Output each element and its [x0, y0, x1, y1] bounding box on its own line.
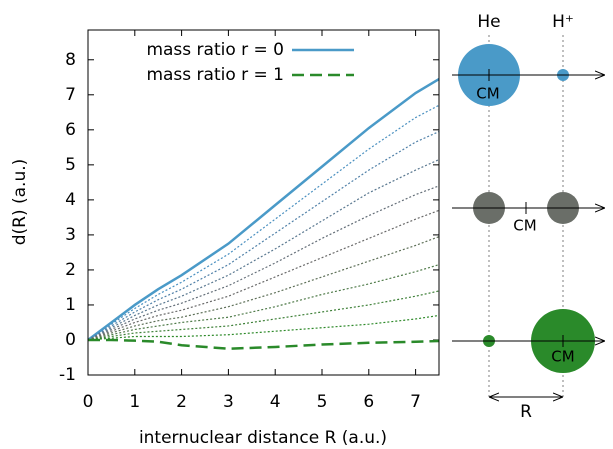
x-tick-label: 2	[176, 392, 187, 412]
x-axis-label: internuclear distance R (a.u.)	[139, 428, 387, 448]
he-label: He	[477, 12, 500, 32]
y-tick-label: 7	[65, 85, 76, 105]
y-tick-label: -1	[59, 365, 76, 385]
series-line	[87, 290, 440, 341]
plot-frame	[87, 29, 440, 376]
series-line	[87, 314, 440, 341]
series-line	[87, 104, 440, 341]
series-line	[87, 159, 440, 341]
y-tick-label: 5	[65, 155, 76, 175]
cm-label: CM	[513, 217, 536, 235]
x-tick-label: 4	[270, 392, 281, 412]
x-tick-label: 1	[129, 392, 140, 412]
diagram: He H⁺ CM CM CM R	[452, 12, 605, 422]
series-line	[87, 131, 440, 341]
distance-label: R	[520, 402, 532, 422]
y-tick-label: 1	[65, 295, 76, 315]
legend-label: mass ratio r = 1	[146, 65, 284, 85]
series-line	[87, 77, 440, 341]
series-line	[87, 236, 440, 341]
y-tick-label: 2	[65, 260, 76, 280]
series-line	[88, 338, 440, 350]
x-tick-label: 3	[223, 392, 234, 412]
y-tick-label: 4	[65, 190, 76, 210]
y-tick-label: 3	[65, 225, 76, 245]
legend-label: mass ratio r = 0	[146, 40, 284, 60]
y-tick-label: 0	[65, 330, 76, 350]
cm-label: CM	[551, 348, 574, 366]
y-axis-label: d(R) (a.u.)	[10, 159, 30, 246]
series-line	[87, 185, 440, 341]
series-line	[87, 209, 440, 341]
cm-label: CM	[476, 85, 499, 103]
h-label: H⁺	[552, 12, 574, 32]
y-tick-label: 8	[65, 50, 76, 70]
x-tick-label: 0	[83, 392, 94, 412]
y-tick-label: 6	[65, 120, 76, 140]
x-tick-label: 5	[317, 392, 328, 412]
x-tick-label: 6	[363, 392, 374, 412]
x-tick-label: 7	[410, 392, 421, 412]
